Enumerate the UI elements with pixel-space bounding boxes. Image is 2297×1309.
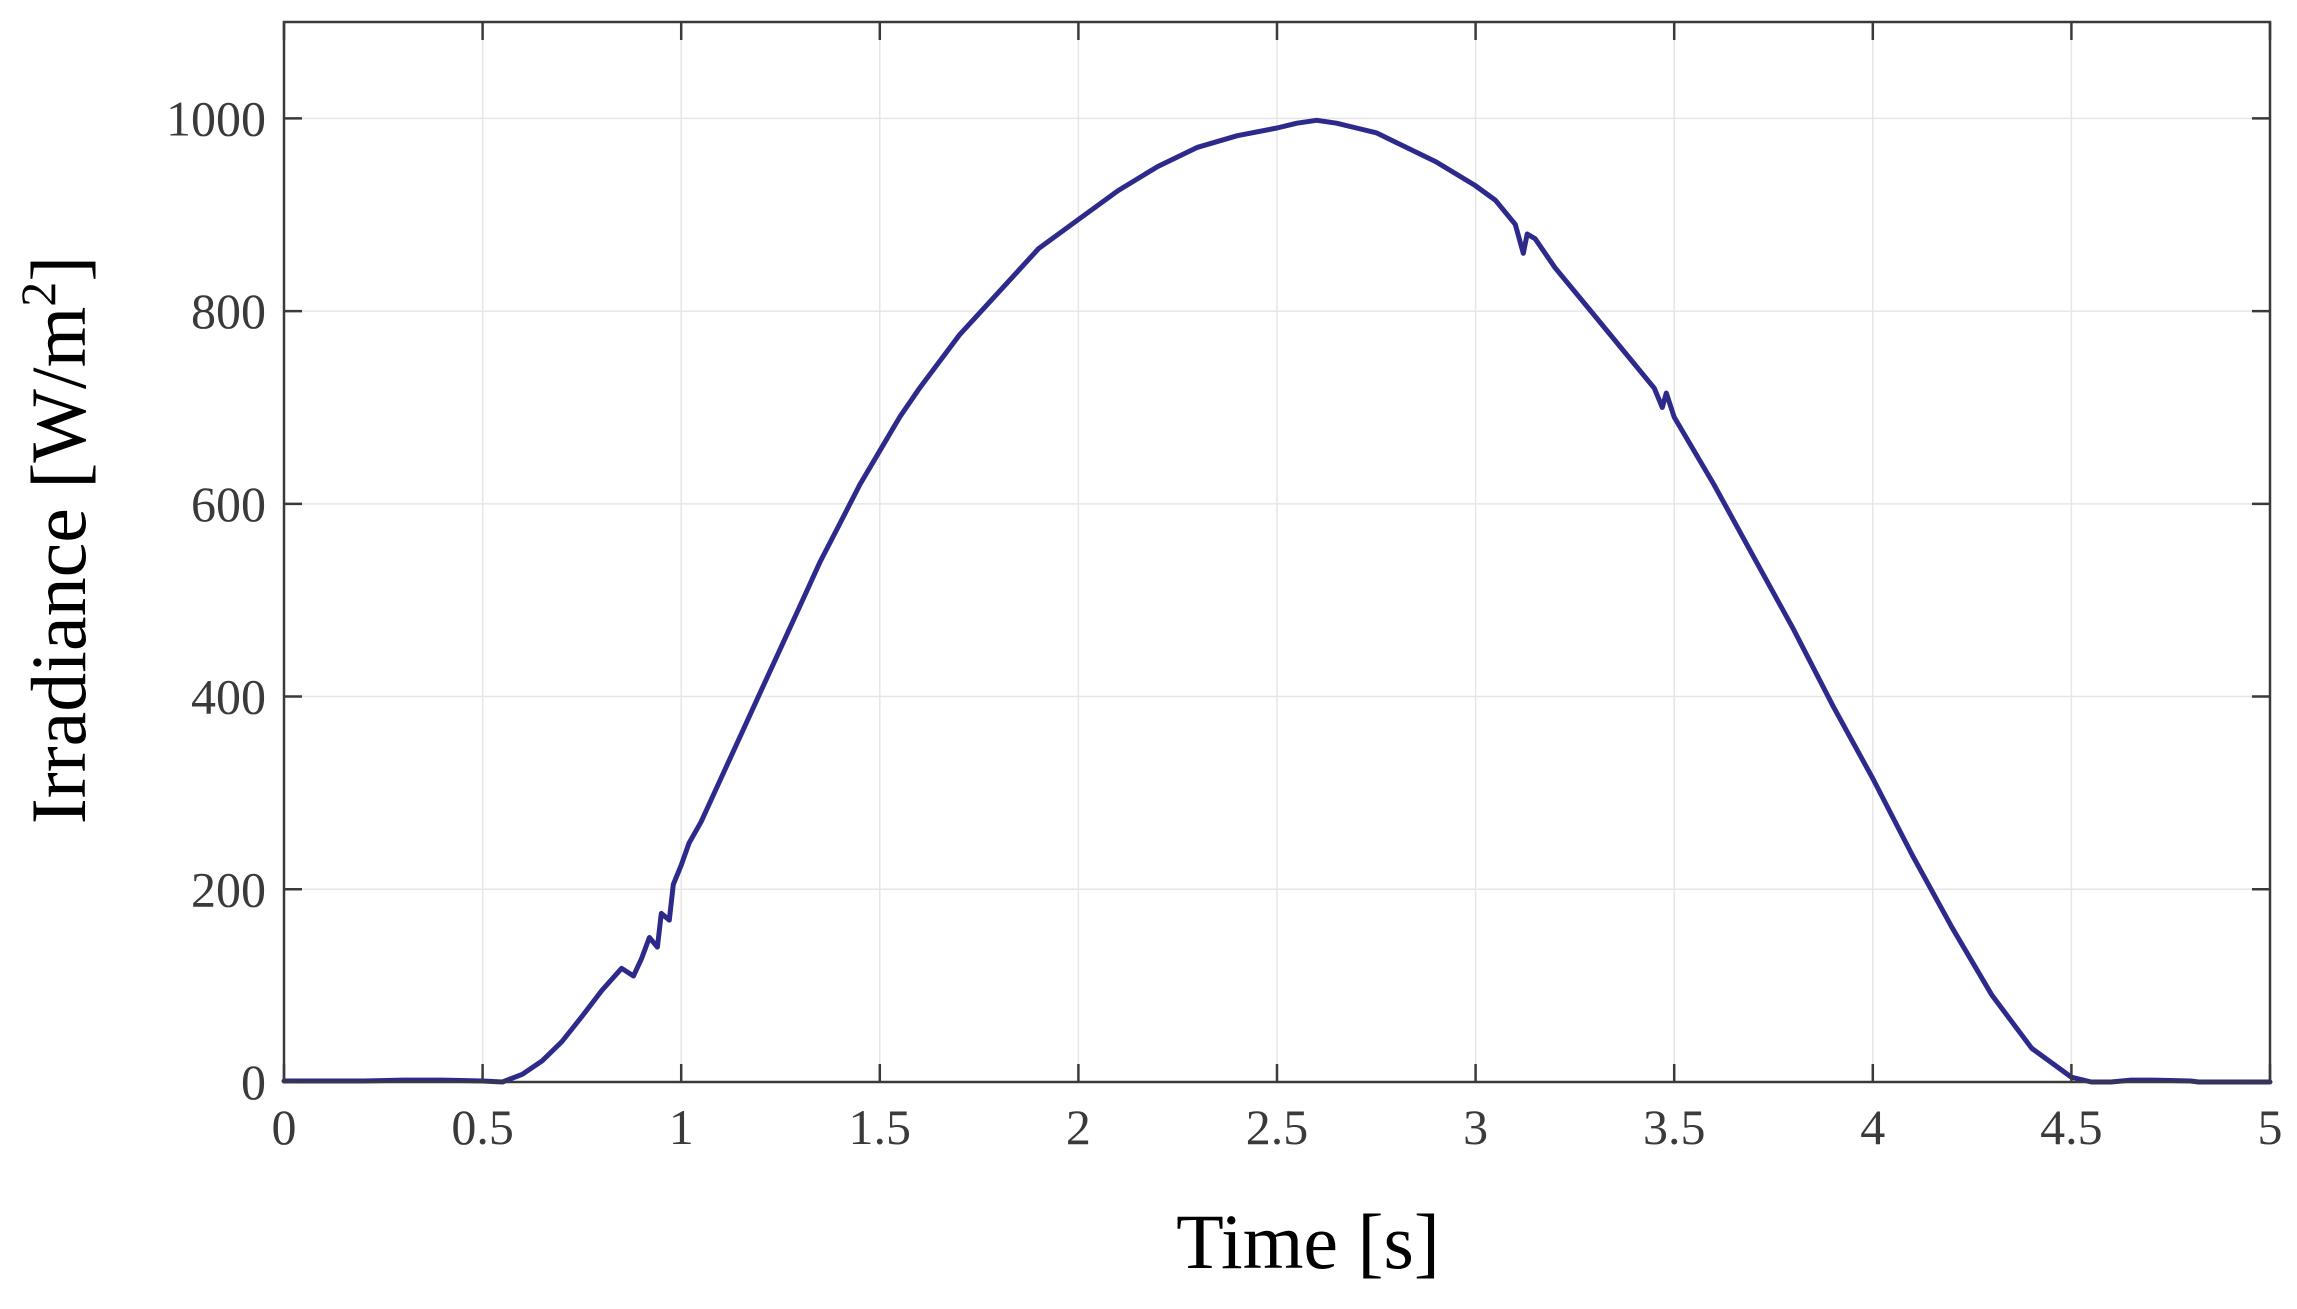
y-tick-label: 800 bbox=[191, 283, 266, 339]
axes bbox=[282, 20, 2272, 1084]
x-tick-label: 5 bbox=[2258, 1099, 2283, 1155]
series-line-0 bbox=[281, 117, 2273, 1085]
y-tick-labels: 0 200 400 600 800 1000 bbox=[166, 90, 266, 1110]
x-tick-label: 1.5 bbox=[849, 1099, 912, 1155]
y-tick-label: 0 bbox=[241, 1054, 266, 1110]
grid-lines bbox=[284, 22, 2270, 1082]
x-axis-label: Time [s] bbox=[1176, 1198, 1440, 1285]
y-axis-label-prefix: Irradiance [W/m bbox=[15, 307, 102, 825]
y-axis-label: Irradiance [W/m2] bbox=[10, 256, 102, 825]
x-tick-labels: 0 0.5 1 1.5 2 2.5 3 3.5 4 4.5 5 bbox=[272, 1099, 2283, 1155]
y-tick-label: 600 bbox=[191, 476, 266, 532]
x-tick-label: 2.5 bbox=[1246, 1099, 1309, 1155]
x-tick-label: 3 bbox=[1463, 1099, 1488, 1155]
x-tick-label: 0.5 bbox=[451, 1099, 514, 1155]
y-axis-label-superscript: 2 bbox=[10, 282, 66, 307]
x-tick-label: 0 bbox=[272, 1099, 297, 1155]
series-layer bbox=[281, 117, 2273, 1085]
x-tick-label: 4 bbox=[1860, 1099, 1885, 1155]
x-tick-label: 4.5 bbox=[2040, 1099, 2103, 1155]
y-axis-label-suffix: ] bbox=[15, 256, 102, 282]
y-tick-label: 400 bbox=[191, 669, 266, 725]
y-tick-label: 200 bbox=[191, 861, 266, 917]
x-tick-label: 1 bbox=[669, 1099, 694, 1155]
y-tick-label: 1000 bbox=[166, 90, 266, 146]
x-tick-label: 2 bbox=[1066, 1099, 1091, 1155]
x-tick-label: 3.5 bbox=[1643, 1099, 1706, 1155]
